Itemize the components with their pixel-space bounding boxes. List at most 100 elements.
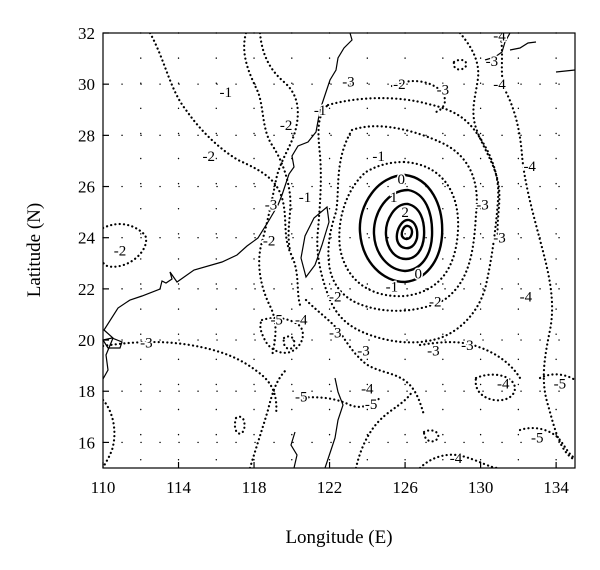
contour-label: -2 [429,295,442,311]
contour-1 [372,188,434,273]
x-tick-label: 114 [166,478,191,497]
y-tick-label: 16 [78,433,95,452]
y-tick-label: 32 [78,24,95,43]
luzon-coast [324,377,344,468]
contour-label: -2 [393,77,406,93]
contour-label: -4 [493,29,506,45]
contour-label: -3 [476,197,489,213]
contour-label: -3 [493,231,506,247]
contour-label: -5 [554,377,567,393]
contour-neg4-middle [304,298,426,417]
contour-label: -2 [280,118,293,134]
contour-small-1 [422,429,440,443]
contour-label: 0 [415,267,423,283]
contour-neg4-east [498,33,575,462]
x-tick-label: 126 [392,478,418,497]
x-tick-label: 134 [543,478,569,497]
contour-label: -1 [386,279,399,295]
contour-small-4 [233,415,246,435]
japan-coast [484,33,511,61]
contour-label: -3 [140,336,153,352]
contour-neg1-ring [338,160,460,298]
contour-label: -4 [523,159,536,175]
contour-label: -5 [270,313,283,329]
contour-small-2 [452,58,468,71]
contour-label: -3 [265,197,278,213]
contour-label: -1 [299,190,312,206]
contour-neg3-ring [316,97,500,344]
contour-neg2-far-west [103,222,148,268]
contour-label: -3 [437,82,450,98]
contour-label: -5 [365,397,378,413]
contour-label: -2 [114,244,127,260]
y-tick-label: 30 [78,75,95,94]
y-tick-label: 24 [78,229,96,248]
contour-neg5-south [298,396,382,408]
coastlines [103,33,575,468]
negative-contours [103,33,575,468]
contour-neg4-southeast [474,373,516,402]
plot-frame [102,32,576,469]
grid-lines [102,32,576,469]
contour-label: -3 [427,343,440,359]
contour-neg5-southeast [518,426,575,460]
contour-small-3 [282,335,296,350]
contour-label: -3 [357,343,370,359]
contour-neg5-west [259,316,304,354]
contour-south-lines-2 [354,390,414,468]
luzon-west [290,431,298,468]
contour-label: -2 [263,233,276,249]
contour-4 [400,224,414,241]
contour-label: -1 [314,103,327,119]
y-tick-label: 18 [78,382,95,401]
contour-label: -4 [497,377,510,393]
x-tick-label: 110 [91,478,116,497]
y-tick-label: 22 [78,280,95,299]
contour-label: -5 [531,430,544,446]
x-tick-label: 122 [317,478,343,497]
contour-label: -3 [342,75,355,91]
y-tick-label: 26 [78,178,95,197]
y-axis-label: Latitude (N) [24,203,45,297]
contour-label: -4 [520,290,533,306]
contour-neg5-east [538,373,575,382]
contour-label: -3 [329,325,342,341]
japan-coast-2 [509,41,537,51]
x-axis-label: Longitude (E) [285,527,392,548]
contour-neg2-west [148,33,302,307]
contour-label: -1 [372,149,385,165]
contour-label: -4 [493,77,506,93]
contour-label: -1 [219,85,232,101]
hainan-island [103,337,123,349]
positive-contours [358,173,444,284]
x-axis-ticks: 110 114 118 122 126 130 134 [91,462,569,497]
contour-label: -4 [295,313,308,329]
contour-label: -4 [361,382,374,398]
contour-neg3-south [103,340,278,417]
contour-3 [395,218,419,250]
contour-neg3-southeast [418,341,522,380]
contour-south-lines [248,368,288,468]
contour-south-lines-3 [418,453,500,468]
contour-label: -3 [461,338,474,354]
contour-label: 2 [401,205,409,221]
contour-label: -4 [450,451,463,467]
contour-west-low [103,398,116,468]
contour-label: -2 [329,290,342,306]
contour-0 [358,173,444,284]
contour-label: 0 [398,172,406,188]
contour-label: -5 [295,389,308,405]
contour-2 [384,202,426,261]
china-coast [103,33,353,380]
y-tick-label: 20 [78,331,95,350]
y-axis-ticks: 32 30 28 26 24 22 20 18 16 [78,24,109,452]
taiwan-island [300,205,330,279]
contour-neg1-west [243,33,292,252]
contour-label: -3 [486,54,499,70]
korea-island [555,69,575,73]
x-tick-label: 130 [468,478,494,497]
contour-label: 1 [390,190,398,206]
x-tick-label: 118 [242,478,267,497]
